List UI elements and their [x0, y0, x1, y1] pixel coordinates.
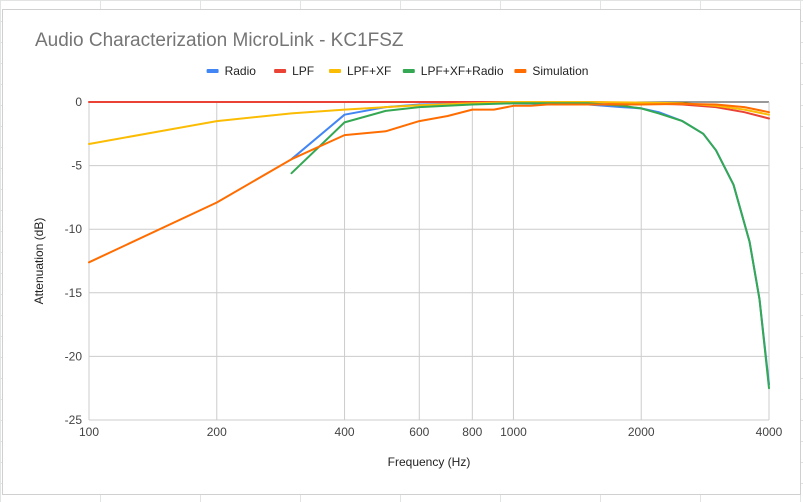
legend-item-radio[interactable]: Radio [206, 64, 257, 78]
legend-label: LPF [292, 64, 314, 78]
y-tick-label: -20 [65, 349, 83, 363]
x-tick-label: 200 [207, 425, 227, 439]
legend[interactable]: Radio LPF LPF+XF LPF+XF+Radio Simulation [206, 64, 589, 78]
legend-item-lpf[interactable]: LPF [274, 64, 314, 78]
series-line-lpf-xf-radio[interactable] [290, 102, 770, 390]
series-lines [88, 101, 770, 390]
legend-label: Simulation [532, 64, 588, 78]
x-tick-label: 600 [409, 425, 429, 439]
y-tick-label: -10 [65, 222, 83, 236]
legend-item-lpf-xf-radio[interactable]: LPF+XF+Radio [402, 64, 504, 78]
x-tick-label: 100 [79, 425, 99, 439]
y-tick-label: 0 [75, 95, 82, 109]
series-line-simulation[interactable] [88, 102, 770, 264]
gridlines [88, 101, 770, 421]
chart-title: Audio Characterization MicroLink - KC1FS… [35, 30, 404, 51]
legend-label: LPF+XF+Radio [421, 64, 504, 78]
legend-item-simulation[interactable]: Simulation [514, 64, 588, 78]
legend-label: LPF+XF [347, 64, 391, 78]
series-line-radio[interactable] [290, 102, 770, 386]
legend-swatch [206, 69, 219, 73]
x-tick-label: 800 [462, 425, 482, 439]
legend-swatch [402, 69, 415, 73]
legend-swatch [274, 69, 287, 73]
x-tick-label: 1000 [500, 425, 527, 439]
legend-item-lpf-xf[interactable]: LPF+XF [329, 64, 391, 78]
y-axis-title: Attenuation (dB) [32, 218, 46, 305]
y-tick-label: -15 [65, 286, 83, 300]
y-tick-label: -5 [71, 159, 82, 173]
chart-card[interactable]: Audio Characterization MicroLink - KC1FS… [2, 9, 801, 495]
x-tick-label: 2000 [628, 425, 655, 439]
legend-swatch [329, 69, 341, 73]
y-tick-label: -25 [65, 413, 83, 427]
series-line-lpf-xf[interactable] [88, 101, 770, 145]
legend-label: Radio [225, 64, 257, 78]
x-tick-label: 4000 [756, 425, 783, 439]
x-axis-title: Frequency (Hz) [388, 455, 471, 469]
x-tick-label: 400 [335, 425, 355, 439]
legend-swatch [514, 69, 527, 73]
